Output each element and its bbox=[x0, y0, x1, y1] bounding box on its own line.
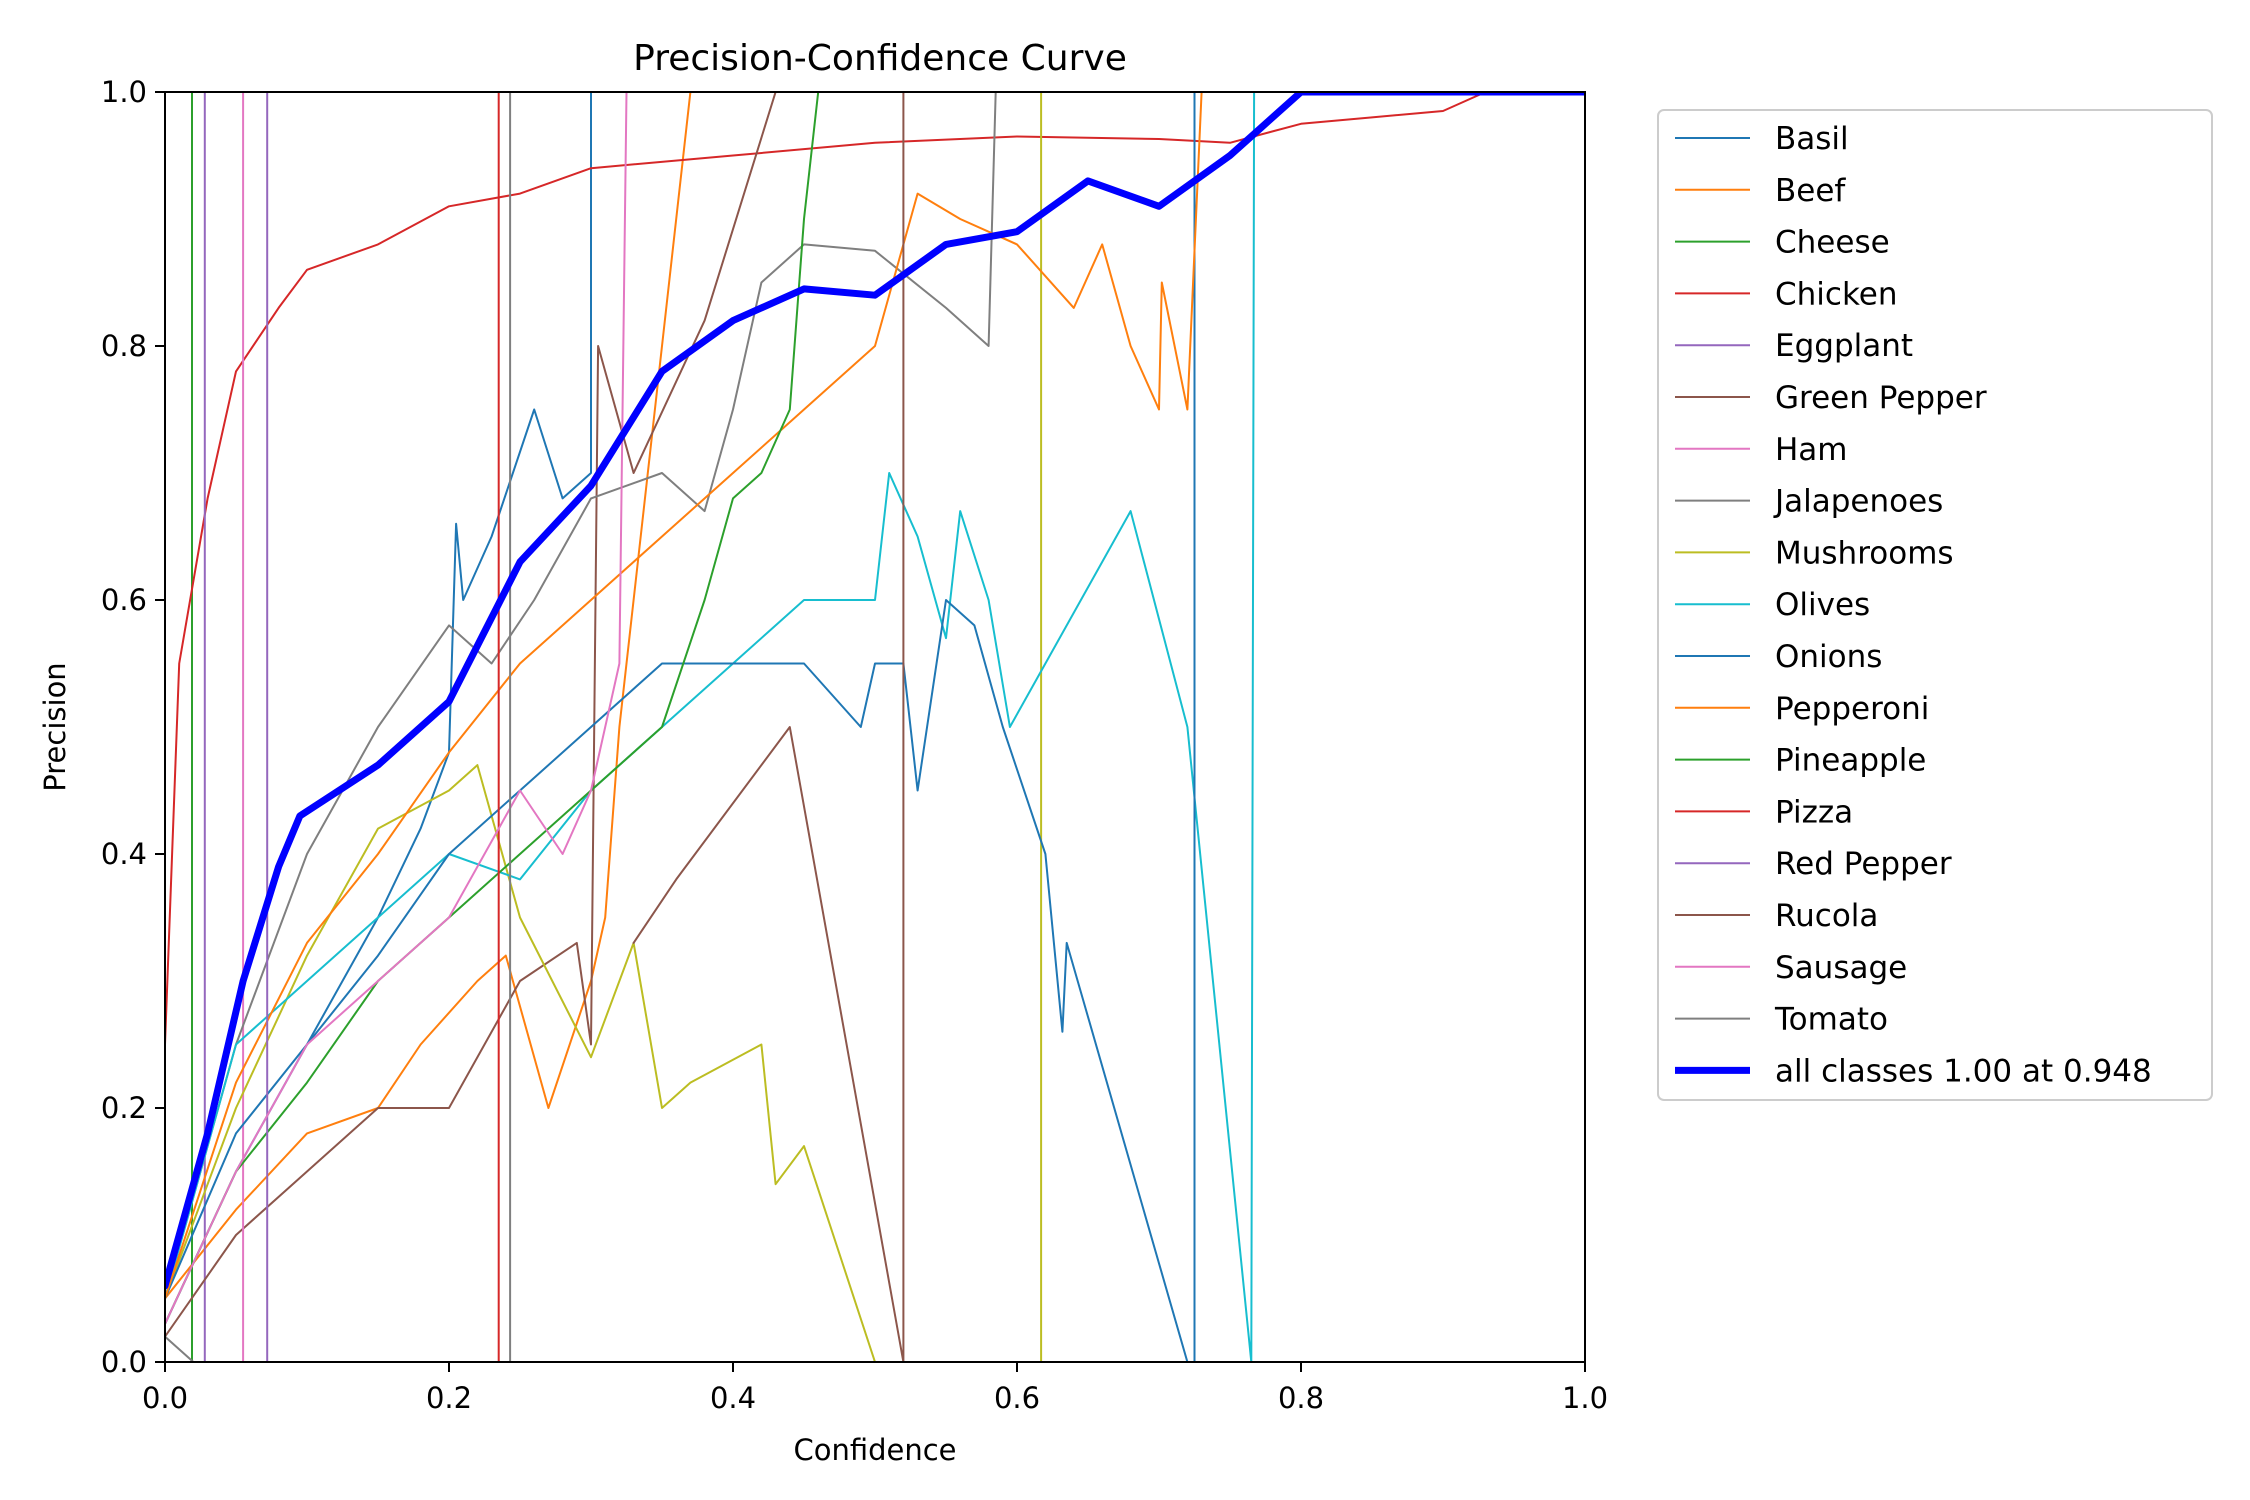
y-tick-label: 0.0 bbox=[101, 1345, 147, 1379]
series-line-mushrooms bbox=[165, 92, 1043, 1362]
legend-label: Rucola bbox=[1775, 898, 1878, 934]
series-line-onions bbox=[165, 92, 1196, 1362]
plot-frame bbox=[164, 91, 1586, 1363]
plot-area: 0.0 0.2 0.4 0.6 0.8 1.0 0.0 0.2 0.4 0.6 0.8 1.0 bbox=[101, 75, 1608, 1415]
legend: Basil Beef Cheese Chicken Eggplant Green Pepp… bbox=[1657, 109, 2213, 1101]
y-tick-label: 0.6 bbox=[101, 583, 147, 617]
legend-label: Chicken bbox=[1775, 276, 1898, 312]
legend-label: Pizza bbox=[1775, 794, 1853, 830]
y-tick-label: 0.2 bbox=[101, 1091, 147, 1125]
series-line-beef bbox=[165, 92, 692, 1300]
legend-label: Mushrooms bbox=[1775, 535, 1954, 571]
series-line-pepperoni bbox=[165, 92, 1203, 1300]
y-tick-label: 1.0 bbox=[101, 75, 147, 109]
series-line-pineapple bbox=[165, 92, 820, 1325]
legend-label: Tomato bbox=[1774, 1002, 1888, 1038]
chart-title: Precision-Confidence Curve bbox=[633, 38, 1127, 79]
y-tick-label: 0.8 bbox=[101, 329, 147, 363]
series-line-jalapenoes bbox=[165, 92, 997, 1300]
legend-label: Sausage bbox=[1775, 950, 1907, 986]
legend-label: Pineapple bbox=[1775, 743, 1926, 779]
series-line-rucola bbox=[632, 92, 905, 1362]
legend-box bbox=[1657, 109, 2213, 1101]
legend-label: Pepperoni bbox=[1775, 691, 1929, 727]
y-tick-label: 0.4 bbox=[101, 837, 147, 871]
series-line-green-pepper bbox=[165, 92, 777, 1338]
series-line-olives bbox=[165, 92, 1256, 1362]
x-tick-label: 1.0 bbox=[1562, 1381, 1608, 1415]
legend-label: Jalapenoes bbox=[1773, 484, 1943, 520]
legend-label: Olives bbox=[1775, 587, 1870, 623]
legend-label: Eggplant bbox=[1775, 328, 1913, 364]
x-tick-label: 0.6 bbox=[994, 1381, 1040, 1415]
series-line-sausage bbox=[165, 92, 628, 1325]
x-tick-label: 0.4 bbox=[710, 1381, 756, 1415]
y-axis-label: Precision bbox=[38, 662, 72, 791]
legend-label: Beef bbox=[1775, 173, 1846, 209]
x-tick-label: 0.8 bbox=[1278, 1381, 1324, 1415]
series-line-tomato bbox=[165, 92, 512, 1362]
legend-label: Ham bbox=[1775, 432, 1848, 468]
series-line-chicken bbox=[165, 92, 1585, 1046]
series-line-basil bbox=[165, 92, 607, 1325]
series-line-all-classes-1-00-at-0-948 bbox=[165, 92, 1585, 1290]
legend-label: Basil bbox=[1775, 121, 1849, 157]
legend-label: Onions bbox=[1775, 639, 1882, 675]
x-tick-label: 0.2 bbox=[426, 1381, 472, 1415]
legend-label: Red Pepper bbox=[1775, 846, 1952, 882]
legend-label: all classes 1.00 at 0.948 bbox=[1775, 1053, 2152, 1089]
legend-label: Cheese bbox=[1775, 225, 1890, 261]
x-axis-label: Confidence bbox=[793, 1433, 956, 1467]
x-tick-label: 0.0 bbox=[142, 1381, 188, 1415]
legend-label: Green Pepper bbox=[1775, 380, 1987, 416]
